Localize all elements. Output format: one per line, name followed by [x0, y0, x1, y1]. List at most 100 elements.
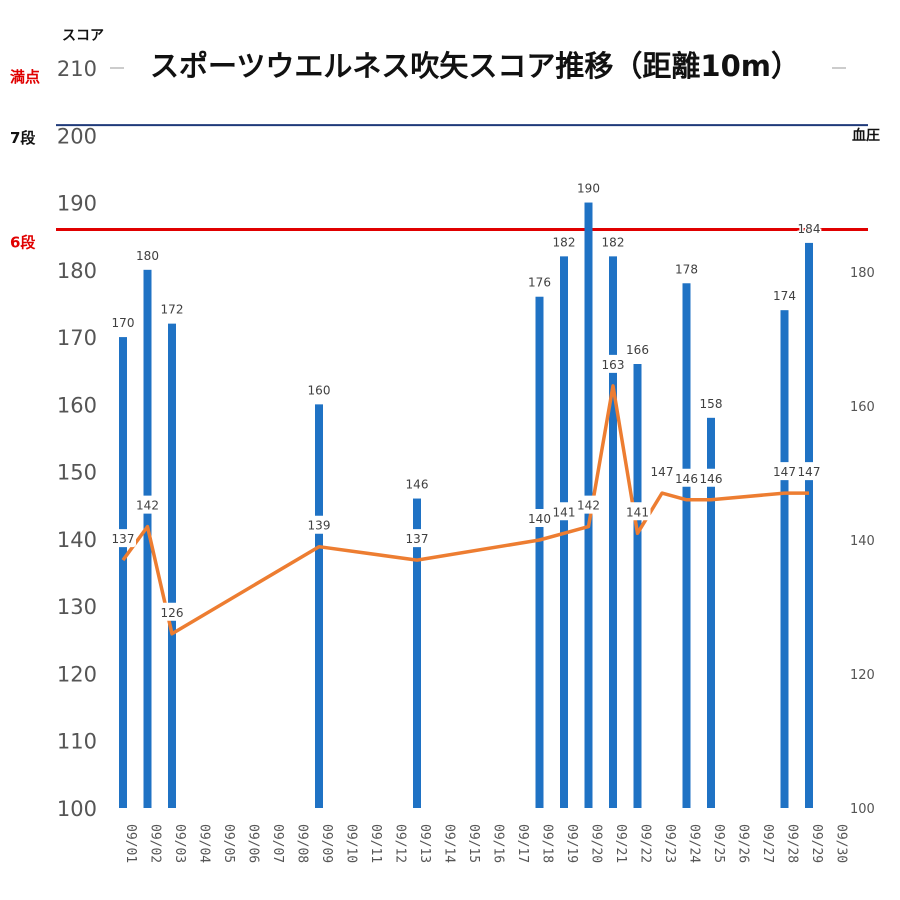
bar-value-label: 174 [773, 289, 796, 303]
score-bar [535, 296, 544, 808]
bar-value-label: 176 [528, 276, 551, 290]
line-value-label: 147 [773, 465, 796, 479]
line-label-background [771, 462, 798, 481]
line-label-background [649, 462, 675, 481]
bar-value-label: 184 [798, 222, 821, 236]
x-tick-label: 09/19 [564, 824, 579, 863]
left-tick-label: 160 [57, 393, 97, 417]
x-tick-label: 09/05 [221, 824, 236, 863]
x-tick-label: 09/15 [466, 824, 481, 863]
line-label-background [673, 468, 700, 487]
x-tick-label: 09/06 [246, 824, 261, 863]
line-value-label: 141 [626, 505, 649, 519]
x-tick-label: 09/01 [123, 824, 138, 863]
left-tick-label: 170 [57, 326, 97, 350]
line-value-label: 163 [602, 358, 625, 372]
score-bar [682, 283, 691, 809]
x-tick-label: 09/16 [491, 824, 506, 863]
x-tick-label: 09/29 [809, 824, 824, 863]
score-bar [633, 364, 642, 808]
bar-value-label: 170 [112, 316, 135, 330]
right-axis-title: 血圧 [852, 127, 880, 144]
x-tick-label: 09/27 [760, 824, 775, 863]
x-tick-label: 09/07 [270, 824, 285, 863]
line-value-label: 137 [112, 532, 135, 546]
x-tick-label: 09/25 [711, 824, 726, 863]
right-tick-label: 140 [850, 534, 875, 549]
line-label-background [159, 602, 185, 621]
x-tick-label: 09/08 [295, 824, 310, 863]
x-tick-label: 09/21 [613, 824, 628, 863]
right-axis-ticks: 100 120 140 160 180 [850, 266, 875, 817]
line-value-label: 137 [406, 532, 429, 546]
x-tick-label: 09/23 [662, 824, 677, 863]
score-bar [707, 417, 715, 808]
x-axis-ticks: 09/01 09/02 09/03 09/04 09/05 09/06 09/07 09/08… [123, 824, 849, 863]
line-label-background [134, 495, 161, 514]
bar-series: 170 180 172 160 146 176 182 190 182 166 178 158 174 1… [110, 180, 822, 809]
line-value-label: 126 [161, 606, 184, 620]
bar-value-label: 190 [577, 182, 600, 196]
line-label-background [600, 354, 626, 373]
x-tick-label: 09/28 [785, 824, 800, 863]
left-tick-label: 190 [57, 192, 97, 216]
x-tick-label: 09/04 [197, 824, 212, 863]
bar-value-label: 182 [602, 235, 625, 249]
x-tick-label: 09/13 [417, 824, 432, 863]
x-tick-label: 09/22 [638, 824, 653, 863]
score-bar [315, 404, 323, 808]
x-tick-label: 09/20 [589, 824, 604, 863]
bar-value-label: 146 [406, 478, 429, 492]
left-tick-label: 110 [57, 730, 97, 754]
line-value-label: 146 [675, 472, 698, 486]
x-tick-label: 09/17 [515, 824, 530, 863]
x-tick-label: 09/30 [834, 824, 849, 863]
score-bar [413, 498, 421, 808]
left-tick-label: 130 [57, 595, 97, 619]
line-label-background [624, 502, 651, 521]
score-bar [609, 256, 617, 808]
bar-value-label: 172 [161, 303, 184, 317]
reference-line-label: 7段 [10, 129, 35, 147]
x-tick-label: 09/09 [319, 824, 334, 863]
left-tick-label: 150 [57, 461, 97, 485]
line-label-background [796, 462, 822, 481]
line-label-background [551, 502, 577, 521]
line-label-background [306, 515, 332, 534]
right-tick-label: 160 [850, 400, 875, 415]
left-tick-label: 100 [57, 797, 97, 821]
bar-value-label: 180 [136, 249, 159, 263]
line-value-label: 146 [700, 472, 723, 486]
score-bar [143, 269, 152, 808]
x-tick-label: 09/18 [540, 824, 555, 863]
score-bar [168, 323, 176, 808]
line-label-background [110, 529, 136, 548]
left-axis-title: スコア [62, 28, 104, 44]
line-value-label: 142 [136, 499, 159, 513]
line-label-background [698, 468, 724, 487]
line-value-label: 140 [528, 512, 551, 526]
left-tick-label: 180 [57, 259, 97, 283]
bar-value-label: 160 [308, 383, 331, 397]
left-tick-label: 120 [57, 662, 97, 686]
left-tick-label: 200 [57, 124, 97, 148]
x-tick-label: 09/14 [442, 824, 457, 863]
bar-value-label: 166 [626, 343, 649, 357]
x-tick-label: 09/26 [736, 824, 751, 863]
right-tick-label: 120 [850, 668, 875, 683]
line-value-label: 139 [308, 519, 331, 533]
bar-value-label: 178 [675, 262, 698, 276]
reference-lines: 満点 7段 6段 [10, 67, 868, 251]
blood-pressure-line [121, 384, 809, 636]
x-tick-label: 09/12 [393, 824, 408, 863]
right-tick-label: 180 [850, 266, 875, 281]
left-axis-ticks: 100 110 120 130 140 150 160 170 180 190 200 210 [57, 57, 97, 821]
right-tick-label: 100 [850, 802, 875, 817]
score-bar [119, 337, 127, 808]
x-tick-label: 09/24 [687, 824, 702, 863]
x-tick-label: 09/10 [344, 824, 359, 863]
left-tick-label: 140 [57, 528, 97, 552]
line-value-label: 141 [553, 505, 576, 519]
reference-line-label: 満点 [10, 68, 40, 86]
chart-title: スポーツウエルネス吹矢スコア推移（距離10m） [150, 49, 800, 83]
